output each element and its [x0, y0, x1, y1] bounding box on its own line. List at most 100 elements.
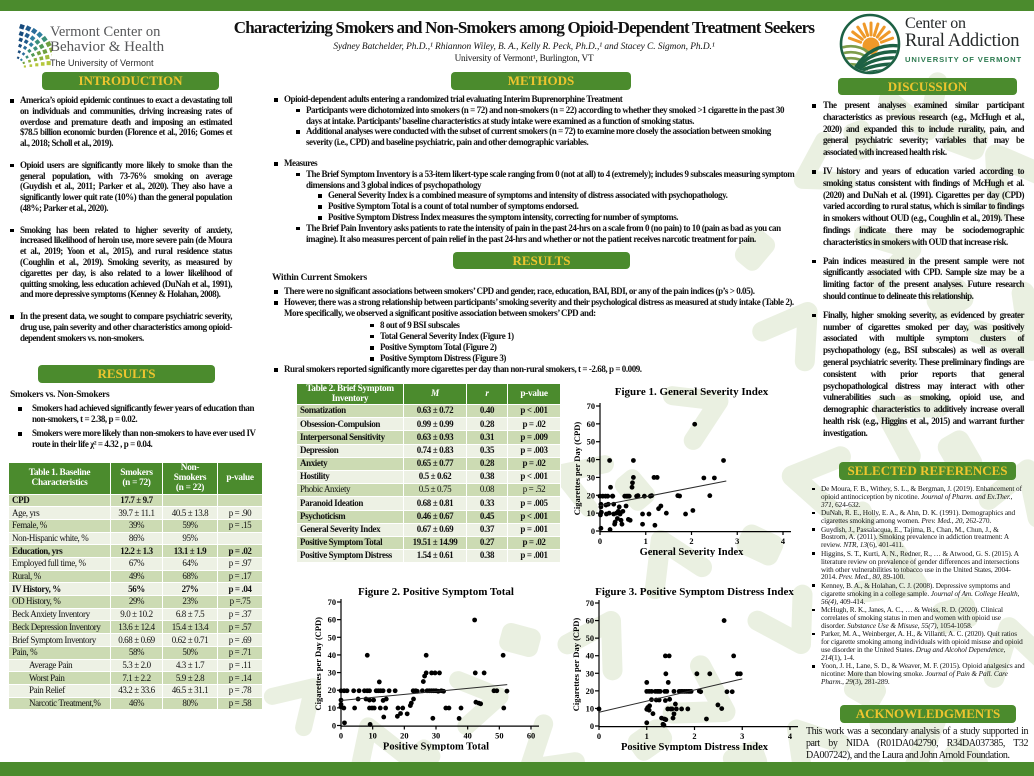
table1-cell: p = .17 — [217, 569, 263, 584]
svg-text:30: 30 — [328, 669, 336, 678]
methods-bullet: Additional analyses were conducted with … — [296, 126, 798, 148]
reference-item: Guydish, J., Passalacqua, E., Tajima, B.… — [812, 525, 1026, 550]
table1-cell: Beck Anxiety Inventory — [8, 607, 111, 622]
discussion-section-header: DISCUSSION — [838, 78, 1017, 95]
table2-cell: p = .02 — [507, 417, 561, 432]
table2-cell: 0.40 — [466, 403, 508, 419]
table1-cell: OD History, % — [8, 595, 111, 609]
table2-cell: 0.5 ± 0.62 — [403, 469, 467, 485]
svg-text:0: 0 — [591, 527, 595, 536]
introduction-section-header: INTRODUCTION — [42, 72, 219, 90]
cora-logo-line1: Center on — [905, 15, 966, 32]
table1-cell: p = .02 — [217, 544, 263, 559]
table1-row: Pain Relief 43.2 ± 33.6 46.5 ± 31.1 p = .78 — [8, 683, 263, 698]
table2-cell: 0.31 — [466, 430, 508, 445]
table1-cell: Beck Depression Inventory — [8, 620, 111, 635]
table1-row: Narcotic Treatment,% 46% 80% p = .58 — [8, 696, 263, 711]
table1-cell: p = .04 — [217, 582, 263, 597]
table1-header: Table 1. Baseline Characteristics Smokers… — [8, 462, 263, 495]
acknowledgments-section-header: ACKNOWLEDGMENTS — [840, 705, 1016, 723]
table1-cell: p = .71 — [217, 645, 263, 660]
table2-cell: p = .02 — [507, 535, 561, 551]
table1-row: CPD 17.7 ± 9.7 — [8, 493, 263, 508]
table2-cell: 0.27 — [466, 535, 508, 551]
table2-cell: 0.65 ± 0.77 — [403, 456, 467, 471]
results-mid-bullet: Total General Severity Index (Figure 1) — [370, 331, 798, 342]
table2-row: General Severity Index 0.67 ± 0.69 0.37 p =… — [296, 522, 561, 537]
table2-cell: 0.45 — [466, 509, 508, 524]
table2-header-cell: r — [466, 383, 508, 405]
results-mid-bullet-list: There were no significant associations b… — [274, 286, 798, 376]
acknowledgments-text: This work was a secondary analysis of a … — [806, 726, 1028, 762]
svg-text:60: 60 — [328, 616, 336, 625]
svg-text:60: 60 — [527, 732, 535, 741]
table2-cell: 0.38 — [466, 549, 508, 564]
discussion-bullet: IV history and years of education varied… — [812, 166, 1025, 249]
svg-text:1: 1 — [644, 537, 648, 546]
svg-text:2: 2 — [689, 537, 693, 546]
table2-row: Interpersonal Sensitivity 0.63 ± 0.93 0.31… — [296, 430, 561, 445]
table1-row: Beck Depression Inventory 13.6 ± 12.4 15.4… — [8, 620, 263, 635]
reference-item: Higgins, S. T., Kurti, A. N., Redner, R.… — [812, 549, 1026, 582]
table2-cell: General Severity Index — [296, 522, 404, 537]
svg-text:2: 2 — [692, 732, 696, 741]
table1-header-cell: Table 1. Baseline Characteristics — [8, 462, 111, 495]
table1-cell: p = .69 — [217, 633, 263, 647]
table1-cell: p =.75 — [217, 595, 263, 609]
reference-item: Kenney, B. A., & Holahan, C. J. (2008). … — [812, 581, 1026, 606]
table1-cell: 5.3 ± 2.0 — [110, 658, 163, 673]
table1-cell: 95% — [162, 531, 218, 546]
svg-text:4: 4 — [781, 537, 786, 546]
table2-cell: 19.51 ± 14.99 — [403, 535, 467, 551]
results-mid-bullet: There were no significant associations b… — [274, 286, 798, 297]
table1-cell: 17.7 ± 9.7 — [110, 493, 163, 508]
svg-text:40: 40 — [463, 732, 471, 741]
table2-cell: p = .009 — [507, 430, 561, 445]
cora-logo-line2: Rural Addiction — [905, 31, 1020, 51]
table1-cell: Employed full time, % — [8, 557, 111, 571]
table1-cell: 86% — [110, 531, 163, 546]
vcbh-logo-fan-icon — [16, 23, 52, 68]
table1-cell: p = .90 — [217, 506, 263, 520]
results-left-heading: Smokers vs. Non-Smokers — [10, 390, 110, 400]
svg-text:Cigarettes per Day (CPD): Cigarettes per Day (CPD) — [313, 617, 323, 711]
table2-cell: Paranoid Ideation — [296, 496, 404, 511]
table1-cell: 59% — [162, 518, 218, 533]
introduction-bullet-list: America’s opioid epidemic continues to e… — [10, 95, 233, 354]
svg-text:Cigarettes per Day (CPD): Cigarettes per Day (CPD) — [572, 422, 582, 516]
poster-affiliation: University of Vermont¹, Burlington, VT — [454, 53, 594, 63]
table1-cell: 0.68 ± 0.69 — [110, 633, 163, 647]
table2-cell: Positive Symptom Distress — [296, 549, 404, 564]
svg-text:70: 70 — [587, 402, 595, 411]
table1-cell: Brief Symptom Inventory — [8, 633, 111, 647]
results-mid-heading: Within Current Smokers — [272, 273, 367, 283]
methods-bullet-list: Opioid-dependent adults entering a rando… — [274, 94, 798, 244]
table2-row: Somatization 0.63 ± 0.72 0.40 p < .001 — [296, 403, 561, 419]
svg-text:0: 0 — [590, 722, 594, 731]
table2-cell: p < .001 — [507, 403, 561, 419]
table2-cell: 0.35 — [466, 443, 508, 458]
table1-cell: 43.2 ± 33.6 — [110, 683, 163, 698]
results-left-bullet: Smokers had achieved significantly fewer… — [18, 403, 258, 425]
table2-cell: Phobic Anxiety — [296, 483, 404, 498]
svg-text:0: 0 — [332, 722, 336, 731]
svg-text:40: 40 — [587, 456, 595, 465]
table2-row: Psychoticism 0.46 ± 0.67 0.45 p < .001 — [296, 509, 561, 524]
table1-cell: Education, yrs — [8, 544, 111, 559]
table2-cell: 0.28 — [466, 456, 508, 471]
table1-row: Worst Pain 7.1 ± 2.2 5.9 ± 2.8 p = .14 — [8, 671, 263, 685]
introduction-bullet: Opioid users are significantly more like… — [10, 160, 233, 214]
table1-cell: Non-Hispanic white, % — [8, 531, 111, 546]
methods-section-header: METHODS — [451, 72, 631, 90]
table2-row: Phobic Anxiety 0.5 ± 0.75 0.08 p = .52 — [296, 483, 561, 498]
table1-cell: 6.8 ± 7.5 — [162, 607, 218, 622]
table2-cell: Depression — [296, 443, 404, 458]
table2-cell: 0.08 — [466, 483, 508, 498]
table1-row: Pain, % 58% 50% p = .71 — [8, 645, 263, 660]
table1-row: Age, yrs 39.7 ± 11.1 40.5 ± 13.8 p = .90 — [8, 506, 263, 520]
svg-text:30: 30 — [586, 669, 594, 678]
svg-text:10: 10 — [368, 732, 376, 741]
table2-cell: p = .02 — [507, 456, 561, 471]
table1-cell: Female, % — [8, 518, 111, 533]
